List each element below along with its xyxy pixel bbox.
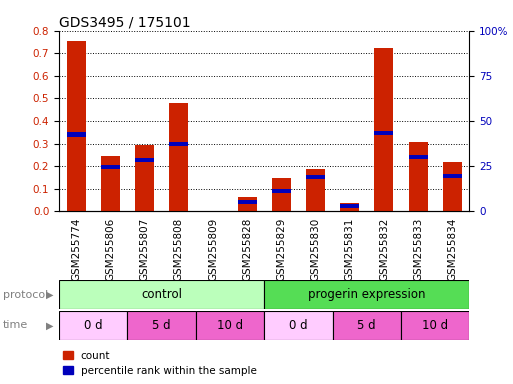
Bar xyxy=(401,311,469,340)
Bar xyxy=(101,164,120,169)
Bar xyxy=(272,178,291,211)
Bar xyxy=(59,280,264,309)
Text: 5 d: 5 d xyxy=(358,319,376,332)
Bar xyxy=(264,280,469,309)
Bar xyxy=(135,158,154,162)
Bar xyxy=(340,203,359,211)
Bar xyxy=(67,132,86,137)
Bar xyxy=(374,48,393,211)
Text: control: control xyxy=(141,288,182,301)
Bar xyxy=(272,189,291,193)
Bar xyxy=(306,169,325,211)
Bar xyxy=(169,103,188,211)
Bar xyxy=(332,311,401,340)
Bar xyxy=(409,155,427,159)
Bar xyxy=(340,204,359,208)
Text: 10 d: 10 d xyxy=(217,319,243,332)
Text: protocol: protocol xyxy=(3,290,48,300)
Bar xyxy=(127,311,196,340)
Legend: count, percentile rank within the sample: count, percentile rank within the sample xyxy=(59,347,261,380)
Bar xyxy=(196,311,264,340)
Text: 0 d: 0 d xyxy=(84,319,103,332)
Bar xyxy=(169,142,188,146)
Bar xyxy=(306,175,325,179)
Bar xyxy=(374,131,393,136)
Bar xyxy=(443,162,462,211)
Bar xyxy=(59,311,127,340)
Text: progerin expression: progerin expression xyxy=(308,288,426,301)
Text: 0 d: 0 d xyxy=(289,319,308,332)
Text: ▶: ▶ xyxy=(46,290,54,300)
Bar xyxy=(238,197,256,211)
Bar xyxy=(443,174,462,177)
Text: time: time xyxy=(3,320,28,331)
Text: GDS3495 / 175101: GDS3495 / 175101 xyxy=(59,16,191,30)
Text: 5 d: 5 d xyxy=(152,319,171,332)
Bar xyxy=(264,311,332,340)
Bar xyxy=(67,41,86,211)
Bar xyxy=(238,200,256,204)
Bar xyxy=(409,142,427,211)
Text: 10 d: 10 d xyxy=(422,319,448,332)
Bar xyxy=(135,145,154,211)
Bar xyxy=(101,156,120,211)
Text: ▶: ▶ xyxy=(46,320,54,331)
